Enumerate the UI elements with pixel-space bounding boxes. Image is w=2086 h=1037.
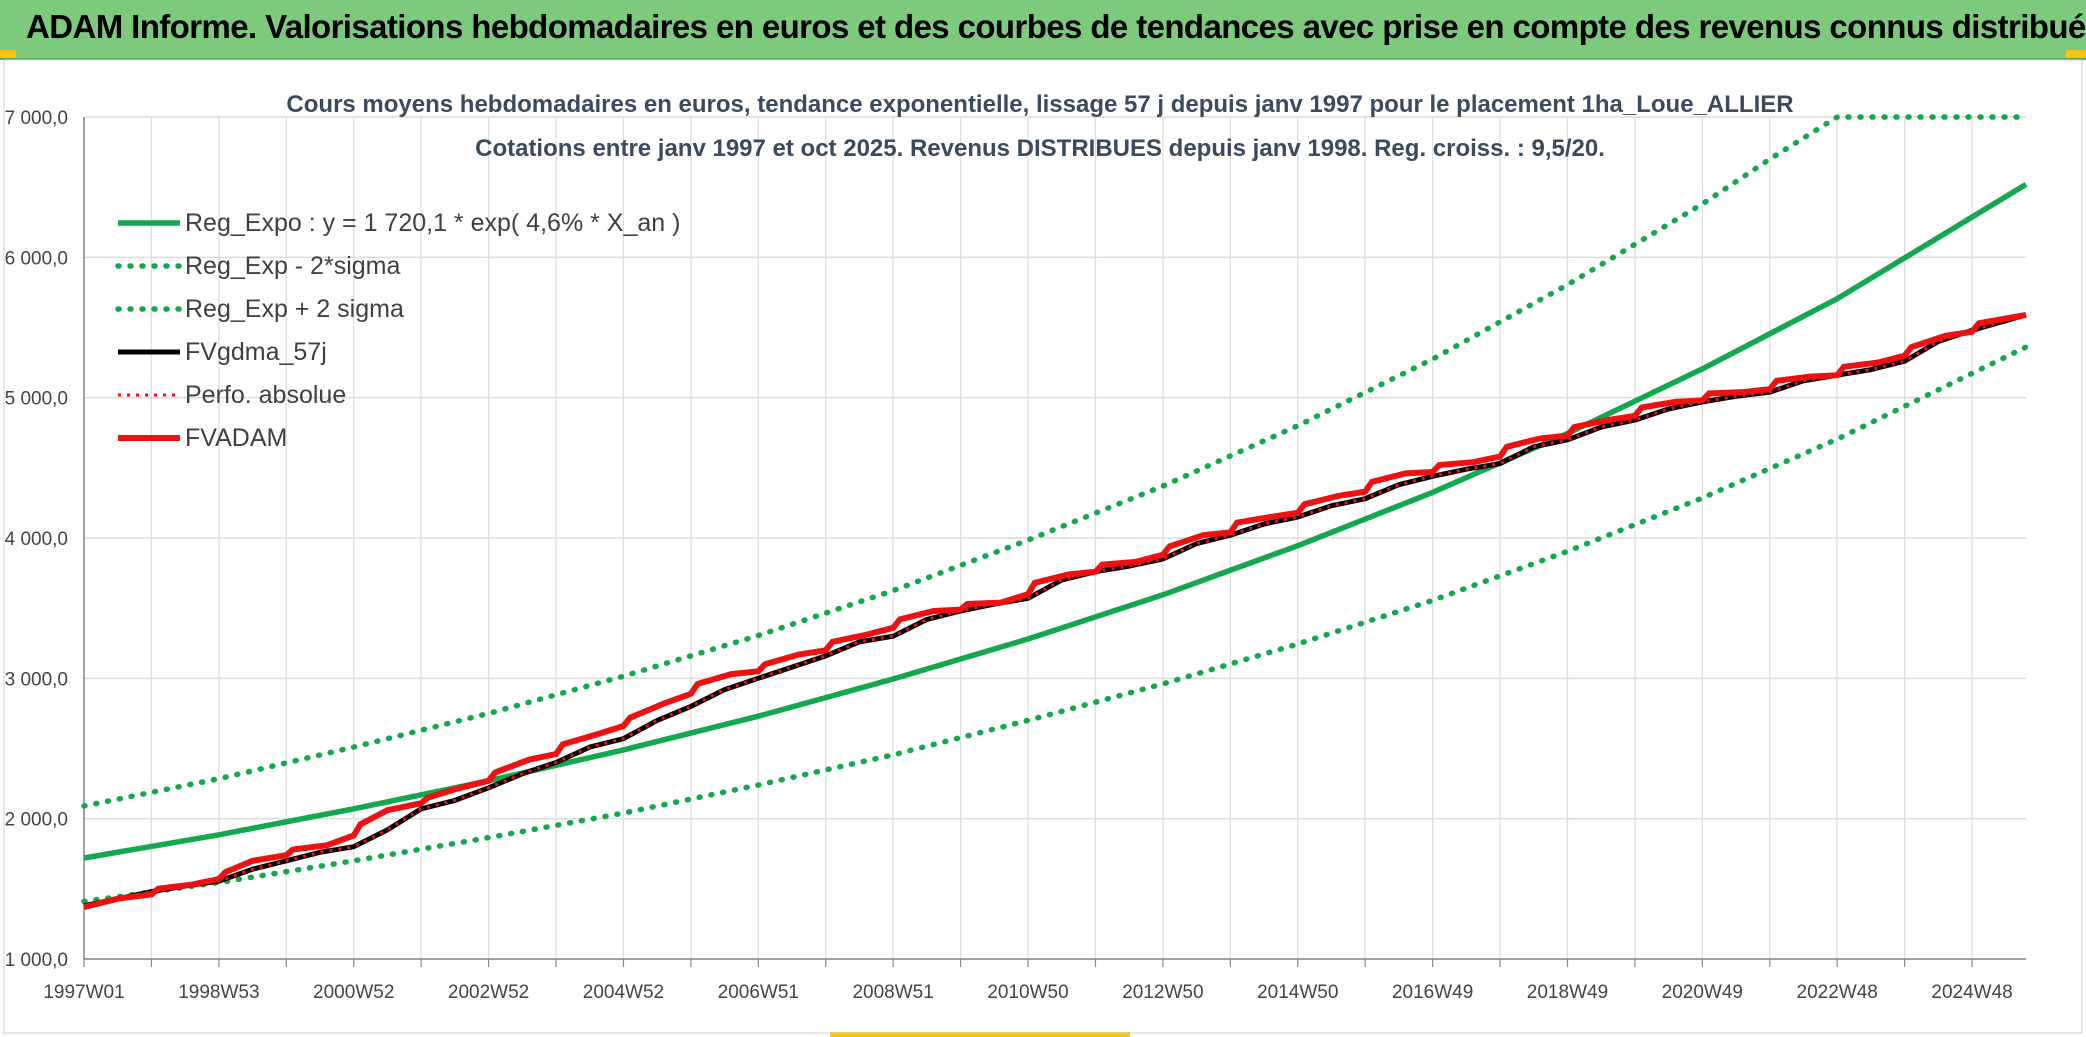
series-line-4 — [83, 313, 2027, 908]
corner-marker-top-right — [2066, 50, 2086, 58]
grid — [83, 116, 2026, 960]
axes: 1 000,0 2 000,0 3 000,0 4 000,0 5 000,0 6 000… — [5, 108, 2026, 1003]
x-tick-label: 2014W50 — [1257, 982, 1338, 1003]
y-tick-label: 4 000,0 — [5, 529, 68, 550]
legend-label: Reg_Expo : y = 1 720,1 * exp( 4,6% * X_a… — [185, 209, 680, 237]
x-tick-label: 2022W48 — [1797, 982, 1878, 1003]
corner-marker-top-left — [0, 50, 16, 58]
x-tick-label: 2008W51 — [852, 982, 933, 1003]
x-tick-label: 2024W48 — [1931, 982, 2012, 1003]
y-tick-label: 2 000,0 — [5, 810, 68, 831]
legend-label: FVADAM — [185, 424, 287, 452]
series-line-1 — [81, 344, 2029, 905]
x-tick-label: 2018W49 — [1527, 982, 1608, 1003]
x-tick-label: 2010W50 — [987, 982, 1068, 1003]
series-line-0 — [83, 182, 2028, 861]
x-tick-label: 2006W51 — [718, 982, 799, 1003]
corner-marker-bottom-center — [830, 1032, 1130, 1037]
y-tick-label: 6 000,0 — [5, 248, 68, 269]
x-tick-label: 2000W52 — [313, 982, 394, 1003]
legend-label: FVgdma_57j — [185, 338, 327, 366]
y-tick-label: 3 000,0 — [5, 669, 68, 690]
chart-title-line1: Cours moyens hebdomadaires en euros, ten… — [286, 91, 1793, 118]
legend: Reg_Expo : y = 1 720,1 * exp( 4,6% * X_a… — [115, 209, 680, 452]
x-tick-label: 1997W01 — [43, 982, 124, 1003]
legend-label: Reg_Exp - 2*sigma — [185, 252, 400, 280]
x-tick-label: 1998W53 — [178, 982, 259, 1003]
y-tick-label: 1 000,0 — [5, 950, 68, 971]
legend-label: Perfo. absolue — [185, 381, 346, 409]
chart-frame — [3, 59, 2083, 1034]
banner-title: ADAM Informe. Valorisations hebdomadaire… — [26, 8, 2086, 45]
x-tick-label: 2020W49 — [1662, 982, 1743, 1003]
x-tick-label: 2012W50 — [1122, 982, 1203, 1003]
series-line-2 — [81, 114, 2029, 809]
x-tick-label: 2004W52 — [583, 982, 664, 1003]
legend-label: Reg_Exp + 2 sigma — [185, 295, 404, 323]
header-banner: ADAM Informe. Valorisations hebdomadaire… — [0, 0, 2086, 60]
chart-title-line2: Cotations entre janv 1997 et oct 2025. R… — [475, 135, 1605, 162]
x-tick-label: 2002W52 — [448, 982, 529, 1003]
series-group — [81, 114, 2029, 911]
series-line-5 — [83, 311, 2027, 911]
x-tick-label: 2016W49 — [1392, 982, 1473, 1003]
y-tick-label: 7 000,0 — [5, 108, 68, 129]
y-tick-label: 5 000,0 — [5, 389, 68, 410]
